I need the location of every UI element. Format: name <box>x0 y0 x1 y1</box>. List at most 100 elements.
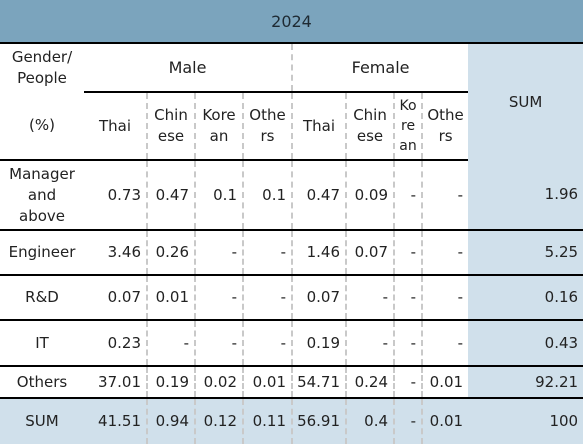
table-row: Others 37.01 0.19 0.02 0.01 54.71 0.24 -… <box>0 366 583 398</box>
col-header-male-korean-line-2: an <box>209 127 229 145</box>
table-row: R&D 0.07 0.01 - - 0.07 - - - 0.16 <box>0 275 583 321</box>
total-male-chinese: 0.94 <box>146 397 195 444</box>
cell-female-thai: 54.71 <box>291 366 347 398</box>
col-header-female-others-line-1: Othe <box>427 106 464 124</box>
cell-female-korean: - <box>393 230 423 276</box>
row-label-line-2: and <box>27 185 57 204</box>
total-grand-sum: 100 <box>468 397 583 444</box>
col-header-female-korean-line-1: Ko <box>399 98 417 114</box>
row-label: Manager and above <box>0 160 84 231</box>
total-male-thai: 41.51 <box>84 397 147 444</box>
table-row: IT 0.23 - - - 0.19 - - - 0.43 <box>0 320 583 367</box>
corner-header-line-1: Gender/ <box>11 48 73 66</box>
cell-male-others: - <box>241 320 293 367</box>
cell-male-thai: 0.73 <box>84 160 147 231</box>
cell-male-thai: 3.46 <box>84 230 147 276</box>
cell-row-sum: 92.21 <box>468 366 583 398</box>
row-label: Engineer <box>0 230 84 276</box>
cell-male-korean: 0.02 <box>194 366 243 398</box>
cell-female-korean: - <box>393 366 423 398</box>
cell-female-others: - <box>421 230 469 276</box>
cell-female-thai: 0.07 <box>291 275 347 321</box>
total-female-thai: 56.91 <box>291 397 347 444</box>
cell-row-sum: 5.25 <box>468 230 583 276</box>
cell-female-others: - <box>421 275 469 321</box>
cell-female-chinese: 0.24 <box>345 366 395 398</box>
cell-female-others: 0.01 <box>421 366 469 398</box>
cell-male-korean: - <box>194 320 243 367</box>
total-row: SUM 41.51 0.94 0.12 0.11 56.91 0.4 - 0.0… <box>0 397 583 444</box>
col-header-male-others-line-1: Othe <box>249 106 286 124</box>
row-label: R&D <box>0 275 84 321</box>
corner-header: Gender/ People <box>0 44 84 92</box>
cell-male-thai: 37.01 <box>98 372 141 391</box>
row-label-line-1: Manager <box>9 164 75 183</box>
total-male-korean: 0.12 <box>194 397 243 444</box>
cell-female-korean: - <box>393 320 423 367</box>
cell-female-thai: 1.46 <box>291 230 347 276</box>
cell-female-korean: - <box>393 160 423 231</box>
col-header-male-chinese: Chin ese <box>146 92 195 161</box>
cell-male-chinese: 0.01 <box>146 275 195 321</box>
col-header-male-korean: Kore an <box>194 92 243 161</box>
group-header-female: Female <box>291 44 469 93</box>
cell-male-thai: 0.07 <box>84 275 147 321</box>
cell-female-others: - <box>421 160 469 231</box>
cell-male-chinese: - <box>146 320 195 367</box>
row-label: IT <box>0 320 84 367</box>
col-header-female-korean-line-2: re <box>401 118 416 134</box>
col-header-female-thai-text: Thai <box>303 116 336 135</box>
cell-male-chinese: 0.26 <box>146 230 195 276</box>
col-header-female-chinese-line-2: ese <box>356 127 384 145</box>
cell-male-korean: - <box>194 230 243 276</box>
cell-row-sum: 0.16 <box>468 275 583 321</box>
cell-female-others: - <box>421 320 469 367</box>
col-header-male-thai: Thai <box>84 92 147 161</box>
cell-female-chinese: - <box>345 320 395 367</box>
total-male-others: 0.11 <box>241 397 293 444</box>
cell-male-others: - <box>241 230 293 276</box>
corner-header-line-2: People <box>17 69 67 87</box>
cell-female-thai: 0.19 <box>291 320 347 367</box>
cell-male-others: - <box>241 275 293 321</box>
col-header-male-chinese-line-1: Chin <box>154 106 188 124</box>
cell-male-others: 0.1 <box>241 160 293 231</box>
sum-column-header: SUM <box>468 44 583 160</box>
col-header-female-korean-line-3: an <box>399 138 417 154</box>
total-row-label: SUM <box>0 397 84 444</box>
table-row: Engineer 3.46 0.26 - - 1.46 0.07 - - 5.2… <box>0 230 583 276</box>
col-header-male-others: Othe rs <box>241 92 293 161</box>
cell-male-thai: 0.23 <box>84 320 147 367</box>
unit-label: (%) <box>0 92 84 161</box>
cell-male-others: 0.01 <box>241 366 293 398</box>
col-header-male-others-line-2: rs <box>260 127 275 145</box>
total-female-chinese: 0.4 <box>345 397 395 444</box>
row-label: Others <box>16 372 68 391</box>
col-header-female-others: Othe rs <box>421 92 469 161</box>
cell-male-chinese: 0.47 <box>146 160 195 231</box>
cell-row-sum: 0.43 <box>468 320 583 367</box>
col-header-female-others-line-2: rs <box>438 127 453 145</box>
cell-male-chinese: 0.19 <box>146 366 195 398</box>
cell-female-chinese: - <box>345 275 395 321</box>
col-header-female-chinese: Chin ese <box>345 92 395 161</box>
year-header: 2024 <box>0 0 583 44</box>
col-header-female-chinese-line-1: Chin <box>353 106 387 124</box>
group-header-male: Male <box>84 44 293 93</box>
col-header-female-thai: Thai <box>291 92 347 161</box>
cell-female-chinese: 0.09 <box>345 160 395 231</box>
cell-male-korean: 0.1 <box>194 160 243 231</box>
col-header-male-thai-text: Thai <box>98 116 132 135</box>
col-header-male-chinese-line-2: ese <box>157 127 185 145</box>
cell-female-thai: 0.47 <box>291 160 347 231</box>
workforce-table: Gender/ People Male Female SUM (%) Thai … <box>0 44 583 444</box>
total-female-others: 0.01 <box>421 397 469 444</box>
table-row: Manager and above 0.73 0.47 0.1 0.1 0.47… <box>0 160 583 231</box>
cell-male-korean: - <box>194 275 243 321</box>
total-female-korean: - <box>393 397 423 444</box>
cell-female-korean: - <box>393 275 423 321</box>
cell-female-chinese: 0.07 <box>345 230 395 276</box>
cell-row-sum: 1.96 <box>468 160 583 231</box>
row-label-line-3: above <box>19 206 65 225</box>
